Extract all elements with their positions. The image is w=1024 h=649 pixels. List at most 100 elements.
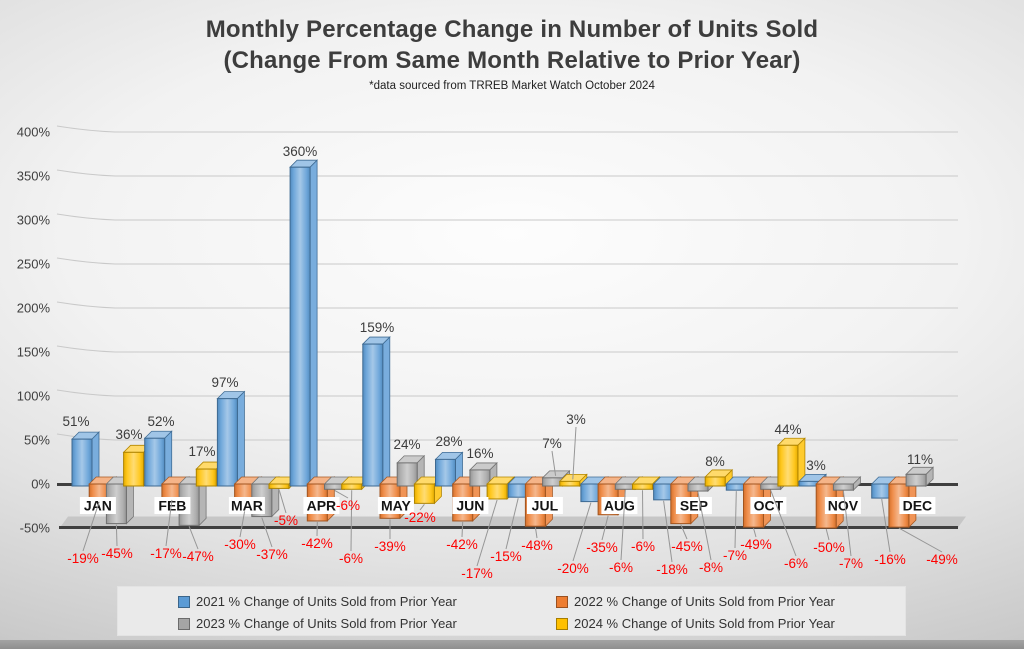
data-label-2021-APR: 360% (283, 144, 318, 159)
leader-lines (82, 426, 943, 567)
data-label-2023-DEC: 11% (907, 452, 933, 467)
legend-label-2022: 2022 % Change of Units Sold from Prior Y… (574, 594, 835, 609)
legend-swatch-2022 (556, 595, 568, 608)
legend-item-2023: 2023 % Change of Units Sold from Prior Y… (178, 616, 457, 631)
y-axis-label-200: 200% (17, 301, 51, 316)
data-label-2023-NOV: -7% (839, 556, 863, 571)
category-label-MAR: MAR (228, 497, 265, 514)
leader-line (898, 527, 943, 553)
leader-line (350, 490, 353, 552)
data-label-2023-APR: -6% (336, 498, 360, 513)
bars (71, 159, 935, 529)
data-label-2024-APR: -6% (339, 551, 363, 566)
data-label-2021-FEB: 52% (147, 414, 174, 429)
leader-line (663, 500, 673, 563)
leader-line (572, 502, 592, 562)
leader-line (881, 499, 891, 553)
leader-line (601, 515, 609, 541)
data-label-2024-JAN: 36% (115, 427, 142, 442)
bottom-shadow (0, 640, 1024, 649)
data-label-2021-AUG: -20% (557, 561, 589, 576)
y-axis-label-50: 50% (24, 433, 50, 448)
leader-line (165, 499, 173, 547)
data-label-2022-JAN: -19% (67, 551, 99, 566)
svg-text:AUG: AUG (604, 498, 635, 514)
legend-label-2021: 2021 % Change of Units Sold from Prior Y… (196, 594, 457, 609)
gridline-100 (56, 389, 958, 397)
leader-line (419, 504, 425, 511)
leader-line (680, 524, 688, 540)
bar-2023-NOV (832, 476, 862, 492)
leader-line (461, 521, 464, 538)
svg-text:OCT: OCT (754, 498, 784, 514)
gridline-400 (56, 125, 958, 133)
data-label-2022-MAR: -30% (224, 537, 256, 552)
category-label-JUN: JUN (452, 497, 489, 514)
leader-line (278, 489, 287, 514)
svg-text:MAY: MAY (381, 498, 411, 514)
data-label-2021-DEC: -16% (874, 552, 906, 567)
category-label-MAY: MAY (377, 497, 414, 514)
y-axis: 400% 350% 300% 250% 200% 150% 100% 50% 0% -50% (17, 125, 51, 536)
chart-floor (60, 516, 966, 528)
data-label-2021-NOV: 3% (806, 458, 826, 473)
category-label-AUG: AUG (601, 497, 638, 514)
legend-item-2022: 2022 % Change of Units Sold from Prior Y… (556, 594, 835, 609)
gridline-50 (56, 433, 958, 441)
y-axis-label-0: 0% (31, 477, 50, 492)
svg-text:JUL: JUL (532, 498, 559, 514)
leader-line (505, 498, 519, 550)
data-label-2024-MAY: -22% (404, 510, 436, 525)
chart-header: Monthly Percentage Change in Number of U… (0, 14, 1024, 92)
leader-line (734, 491, 737, 549)
category-label-SEP: SEP (675, 497, 712, 514)
bar-2023-DEC (905, 466, 935, 487)
data-label-2021-JUL: -15% (490, 549, 522, 564)
bar-2021-FEB (143, 430, 173, 487)
legend-label-2024: 2024 % Change of Units Sold from Prior Y… (574, 616, 835, 631)
leader-line (334, 489, 349, 499)
data-label-2023-AUG: -6% (609, 560, 633, 575)
category-label-DEC: DEC (899, 497, 936, 514)
data-label-2024-SEP: 8% (705, 454, 725, 469)
legend-label-2023: 2023 % Change of Units Sold from Prior Y… (196, 616, 457, 631)
legend-swatch-2024 (556, 617, 568, 630)
data-label-2021-OCT: -7% (723, 548, 747, 563)
bar-2024-APR (340, 476, 370, 491)
leader-line (642, 490, 644, 540)
leader-line (551, 450, 557, 476)
leader-line (842, 491, 852, 557)
leader-line (770, 490, 797, 557)
category-label-NOV: NOV (824, 497, 861, 514)
data-label-2022-OCT: -49% (740, 537, 772, 552)
data-label-2024-JUN: -17% (461, 566, 493, 581)
data-label-2021-MAY: 159% (360, 320, 395, 335)
data-labels: 51%-19% -45%36%52%-17% -47%17%97%-30%-37%-… (62, 144, 957, 581)
data-label-2022-JUL: -48% (521, 538, 553, 553)
data-label-2022-SEP: -45% (671, 539, 703, 554)
gridline-150 (56, 345, 958, 353)
svg-text:MAR: MAR (231, 498, 263, 514)
y-axis-label-100: 100% (17, 389, 51, 404)
y-axis-label-150: 150% (17, 345, 51, 360)
data-label-2022-JUN: -42% (446, 537, 478, 552)
data-label-2024-JUL: 3% (566, 412, 586, 427)
data-label-2024-FEB: 17% (188, 444, 215, 459)
chart-legend: 2021 % Change of Units Sold from Prior Y… (117, 586, 906, 636)
leader-line (753, 527, 757, 538)
leader-line (534, 527, 538, 539)
data-label-2023-JUL: 7% (542, 436, 562, 451)
bar-2024-OCT (776, 437, 806, 487)
data-label-2023-MAR: -37% (256, 547, 288, 562)
data-label-2024-AUG: -6% (631, 539, 655, 554)
gridline-300 (56, 213, 958, 221)
data-label-2022-FEB: -17% (150, 546, 182, 561)
leader-line (239, 511, 246, 538)
legend-swatch-2023 (178, 617, 190, 630)
legend-item-2024: 2024 % Change of Units Sold from Prior Y… (556, 616, 835, 631)
data-label-2022-MAY: -39% (374, 539, 406, 554)
data-label-2022-DEC: -49% (926, 552, 958, 567)
data-label-2022-NOV: -50% (813, 540, 845, 555)
